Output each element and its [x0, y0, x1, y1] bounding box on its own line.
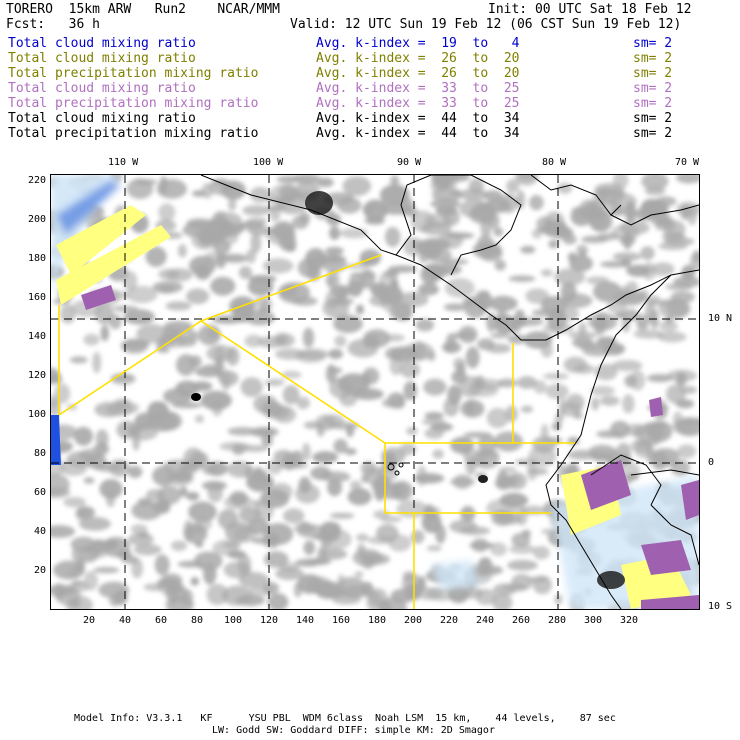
yellow-streak-nw-1: [56, 205, 146, 275]
map-canvas: [51, 175, 699, 609]
field-sm: sm= 2: [633, 126, 673, 141]
x-tick-label: 160: [332, 615, 351, 626]
field-kindex: Avg. k-index = 44 to 34: [316, 111, 520, 126]
field-name: Total cloud mixing ratio: [8, 51, 196, 66]
y-tick-label: 220: [28, 175, 47, 186]
field-sm: sm= 2: [633, 51, 673, 66]
field-kindex: Avg. k-index = 44 to 34: [316, 126, 520, 141]
x-tick-label: 40: [119, 615, 132, 626]
forecast-hour: Fcst: 36 h: [6, 17, 100, 32]
init-time: Init: 00 UTC Sat 18 Feb 12: [488, 2, 692, 17]
field-name: Total precipitation mixing ratio: [8, 96, 259, 111]
x-tick-label: 260: [512, 615, 531, 626]
purple-patch-nw: [81, 285, 116, 310]
purple-strip-bottom: [641, 595, 699, 609]
x-tick-label: 180: [368, 615, 387, 626]
x-tick-label: 220: [440, 615, 459, 626]
field-name: Total cloud mixing ratio: [8, 36, 196, 51]
y-tick-label: 40: [34, 526, 47, 537]
lat-label: 10 N: [708, 313, 733, 324]
dark-cloud-se: [597, 571, 625, 589]
field-kindex: Avg. k-index = 33 to 25: [316, 96, 520, 111]
y-tick-label: 80: [34, 448, 47, 459]
dark-cloud-n: [305, 191, 333, 215]
field-sm: sm= 2: [633, 36, 673, 51]
field-kindex: Avg. k-index = 26 to 20: [316, 66, 520, 81]
galapagos-islands: [387, 462, 404, 476]
x-tick-label: 140: [296, 615, 315, 626]
x-tick-label: 60: [155, 615, 168, 626]
purple-patch-se-1: [581, 460, 631, 510]
model-physics: LW: Godd SW: Goddard DIFF: simple KM: 2D…: [212, 725, 495, 736]
lat-label: 10 S: [708, 601, 733, 612]
x-tick-label: 120: [260, 615, 279, 626]
y-tick-label: 140: [28, 331, 47, 342]
field-sm: sm= 2: [633, 96, 673, 111]
field-kindex: Avg. k-index = 26 to 20: [316, 51, 520, 66]
x-tick-label: 240: [476, 615, 495, 626]
yellow-streak-nw-2: [56, 225, 171, 305]
field-kindex: Avg. k-index = 19 to 4: [316, 36, 520, 51]
lon-label: 80 W: [542, 157, 567, 168]
purple-patch-e: [649, 397, 663, 417]
y-tick-label: 180: [28, 253, 47, 264]
light-blue-shade-nw: [51, 175, 121, 295]
lon-label: 100 W: [253, 157, 284, 168]
y-tick-label: 120: [28, 370, 47, 381]
y-tick-label: 60: [34, 487, 47, 498]
dark-cloud-c: [478, 475, 488, 483]
field-sm: sm= 2: [633, 81, 673, 96]
model-info: Model Info: V3.3.1 KF YSU PBL WDM 6class…: [74, 713, 616, 724]
blue-edge-w: [51, 415, 61, 465]
field-name: Total cloud mixing ratio: [8, 111, 196, 126]
title-left: TORERO 15km ARW Run2 NCAR/MMM: [6, 2, 280, 17]
y-tick-label: 200: [28, 214, 47, 225]
lat-label: 0: [708, 457, 715, 468]
x-tick-label: 280: [548, 615, 567, 626]
light-blue-patch-mid: [431, 560, 481, 590]
x-tick-label: 320: [620, 615, 639, 626]
x-tick-label: 20: [83, 615, 96, 626]
x-tick-label: 300: [584, 615, 603, 626]
purple-patch-se-2: [641, 540, 691, 575]
y-tick-label: 100: [28, 409, 47, 420]
x-tick-label: 80: [191, 615, 204, 626]
field-name: Total cloud mixing ratio: [8, 81, 196, 96]
dark-cloud-w: [191, 393, 201, 401]
x-tick-label: 100: [224, 615, 243, 626]
valid-time: Valid: 12 UTC Sun 19 Feb 12 (06 CST Sun …: [290, 17, 682, 32]
map-panel: [50, 174, 700, 610]
lat-lon-grid: [51, 175, 699, 609]
lon-label: 70 W: [675, 157, 700, 168]
field-sm: sm= 2: [633, 66, 673, 81]
field-name: Total precipitation mixing ratio: [8, 66, 259, 81]
field-sm: sm= 2: [633, 111, 673, 126]
field-kindex: Avg. k-index = 33 to 25: [316, 81, 520, 96]
lon-label: 90 W: [397, 157, 422, 168]
x-tick-label: 200: [404, 615, 423, 626]
coastlines: [200, 175, 699, 609]
region-boundaries: [58, 254, 575, 609]
field-name: Total precipitation mixing ratio: [8, 126, 259, 141]
y-tick-label: 160: [28, 292, 47, 303]
purple-patch-se-3: [681, 480, 699, 520]
lon-label: 110 W: [108, 157, 139, 168]
blue-streak-nw: [56, 180, 121, 235]
precipitation-shading: [51, 175, 699, 609]
y-tick-label: 20: [34, 565, 47, 576]
